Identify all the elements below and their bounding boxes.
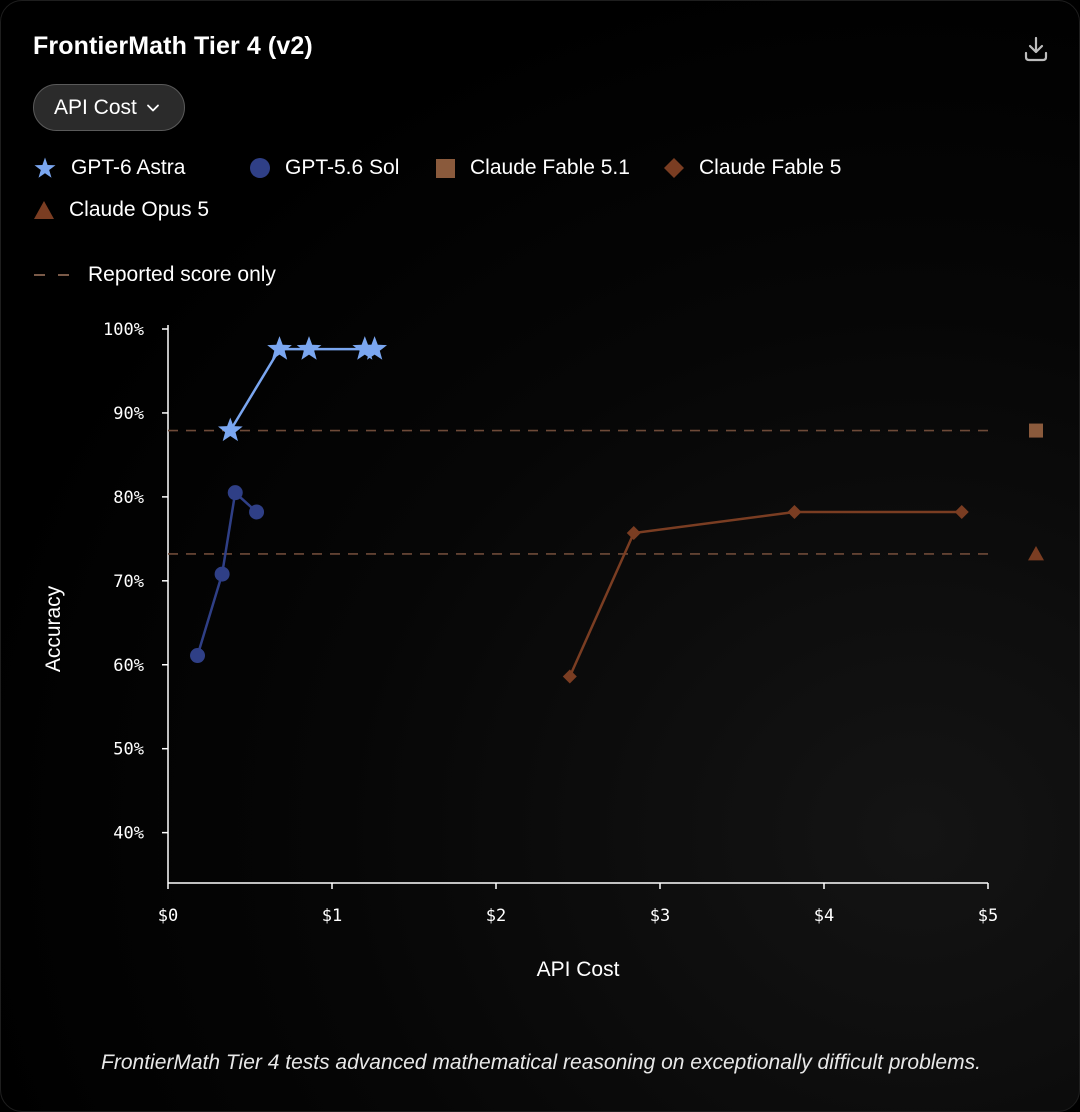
legend-label: Reported score only — [88, 263, 276, 286]
x-tick-label: $3 — [650, 906, 670, 926]
series-line — [196, 491, 258, 656]
legend-item-claude-fable-51[interactable]: Claude Fable 5.1 — [435, 156, 630, 180]
x-axis-title: API Cost — [537, 958, 620, 981]
data-point — [214, 566, 230, 582]
y-axis-title: Accuracy — [42, 585, 65, 672]
y-tick-label: 60% — [113, 656, 144, 676]
x-tick-label: $0 — [158, 906, 178, 926]
circle-icon — [250, 158, 270, 178]
legend-label: Claude Fable 5 — [699, 156, 842, 179]
legend-item-reported-score: Reported score only — [34, 263, 276, 287]
data-point — [267, 336, 292, 360]
chart-plot: 40% 50% 60% 70% 80% 90% 100% $0 $1 $2 $3 $4 $5 API Co… — [42, 320, 1044, 981]
square-icon — [436, 158, 455, 178]
data-point — [626, 525, 641, 540]
metric-dropdown-label: API Cost — [54, 95, 137, 119]
x-tick-label: $5 — [978, 906, 998, 926]
y-tick-label: 100% — [103, 320, 144, 340]
data-point — [218, 417, 243, 442]
y-tick-label: 50% — [113, 740, 144, 760]
y-tick-label: 40% — [113, 824, 144, 844]
series-line — [568, 510, 962, 678]
dashed-line-icon — [34, 274, 72, 276]
data-point — [362, 336, 387, 360]
data-point — [954, 504, 969, 519]
x-tick-label: $2 — [486, 906, 506, 926]
data-point — [562, 669, 577, 684]
diamond-icon — [664, 158, 684, 178]
x-tick-label: $1 — [322, 906, 342, 926]
legend-item-gpt6-astra[interactable]: GPT-6 Astra — [33, 156, 185, 180]
reported-score-marker — [1028, 545, 1044, 561]
legend-label: Claude Fable 5.1 — [470, 156, 630, 179]
y-tick-label: 80% — [113, 488, 144, 508]
y-tick-label: 70% — [113, 572, 144, 592]
metric-dropdown[interactable]: API Cost — [33, 84, 185, 131]
data-point — [249, 504, 265, 520]
x-tick-label: $4 — [814, 906, 834, 926]
data-point — [296, 336, 322, 360]
legend-label: Claude Opus 5 — [69, 198, 210, 221]
download-icon[interactable] — [1021, 34, 1051, 64]
legend-label: GPT-6 Astra — [71, 156, 186, 179]
legend-item-claude-fable-5[interactable]: Claude Fable 5 — [663, 156, 841, 180]
triangle-icon — [34, 201, 54, 219]
legend-item-claude-opus-5[interactable]: Claude Opus 5 — [33, 198, 209, 222]
chart-title: FrontierMath Tier 4 (v2) — [33, 32, 313, 60]
chevron-down-icon — [146, 104, 159, 111]
data-point — [190, 648, 206, 664]
data-point — [352, 336, 378, 360]
data-point — [227, 485, 243, 501]
y-tick-label: 90% — [113, 404, 144, 424]
legend-item-gpt56-sol[interactable]: GPT-5.6 Sol — [249, 156, 399, 180]
chart-caption: FrontierMath Tier 4 tests advanced mathe… — [101, 1051, 981, 1074]
data-point — [787, 504, 802, 519]
star-icon — [34, 157, 56, 178]
legend-label: GPT-5.6 Sol — [285, 156, 400, 179]
series-line — [229, 347, 375, 432]
reported-score-marker — [1029, 423, 1043, 438]
